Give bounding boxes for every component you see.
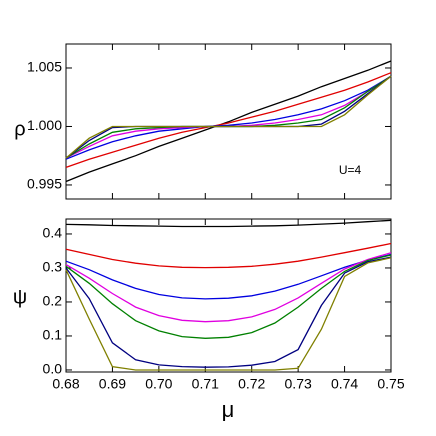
- series-line: [65, 75, 392, 159]
- top-frame: [65, 43, 392, 200]
- x-tick-label: 0.70: [145, 376, 172, 392]
- y-axis-label: ρ: [14, 118, 25, 140]
- series-line: [65, 256, 392, 368]
- x-tick-label: 0.73: [285, 376, 312, 392]
- series-line: [65, 75, 392, 159]
- y-tick-label: 0.1: [43, 327, 63, 343]
- x-tick-label: 0.75: [377, 376, 404, 392]
- y-tick-label: 0.4: [43, 225, 63, 241]
- y-tick-label: 0.995: [27, 176, 62, 192]
- y-tick-label: 0.2: [43, 293, 63, 309]
- series-line: [65, 252, 392, 323]
- bottom-frame: [65, 218, 392, 373]
- x-tick-label: 0.74: [331, 376, 358, 392]
- series-line: [65, 75, 392, 159]
- y-axis-label: ψ: [13, 286, 27, 308]
- series-line: [65, 254, 392, 339]
- y-tick-label: 1.000: [27, 117, 62, 133]
- x-tick-label: 0.68: [52, 376, 79, 392]
- series-line: [65, 253, 392, 300]
- series-line: [65, 257, 392, 371]
- x-tick-label: 0.71: [192, 376, 219, 392]
- y-tick-label: 0.0: [43, 361, 63, 377]
- y-tick-label: 1.005: [27, 59, 62, 75]
- annotation: U=4: [339, 163, 362, 177]
- series-line: [65, 75, 392, 159]
- series-line: [65, 219, 392, 228]
- y-tick-label: 0.3: [43, 259, 63, 275]
- series-line: [65, 242, 392, 269]
- series-line: [65, 72, 392, 169]
- x-tick-label: 0.72: [238, 376, 265, 392]
- x-tick-label: 0.69: [99, 376, 126, 392]
- series-line: [65, 60, 392, 183]
- series-line: [65, 75, 392, 160]
- x-axis-label: μ: [222, 397, 235, 422]
